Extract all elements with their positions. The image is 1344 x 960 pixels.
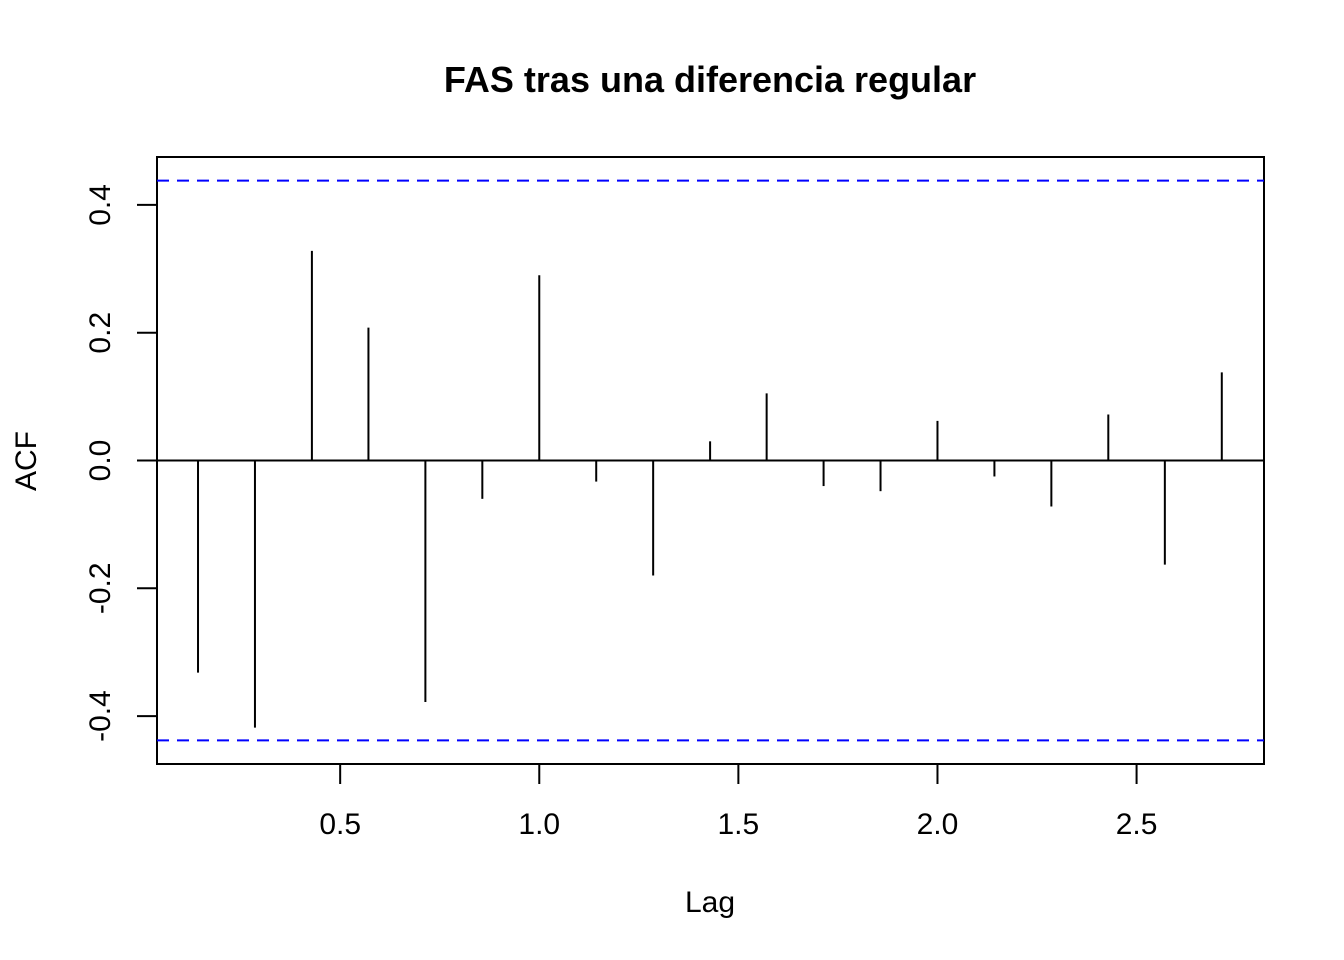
y-axis-label: ACF [10, 431, 43, 491]
y-tick-label: 0.4 [84, 184, 117, 226]
x-tick-label: 0.5 [319, 808, 361, 841]
x-tick-label: 1.5 [718, 808, 760, 841]
x-tick-label: 2.0 [917, 808, 959, 841]
plot-area: 0.5 1.0 1.5 2.0 2.5 -0.4 -0.2 0.0 0.2 0.4 [84, 156, 1265, 841]
y-tick-label: -0.4 [84, 690, 117, 742]
x-axis-label: Lag [685, 886, 735, 919]
chart-title: FAS tras una diferencia regular [444, 59, 976, 100]
y-tick-label: 0.0 [84, 440, 117, 482]
y-tick-label: 0.2 [84, 312, 117, 354]
x-tick-label: 2.5 [1116, 808, 1158, 841]
x-tick-label: 1.0 [518, 808, 560, 841]
y-tick-label: -0.2 [84, 562, 117, 614]
